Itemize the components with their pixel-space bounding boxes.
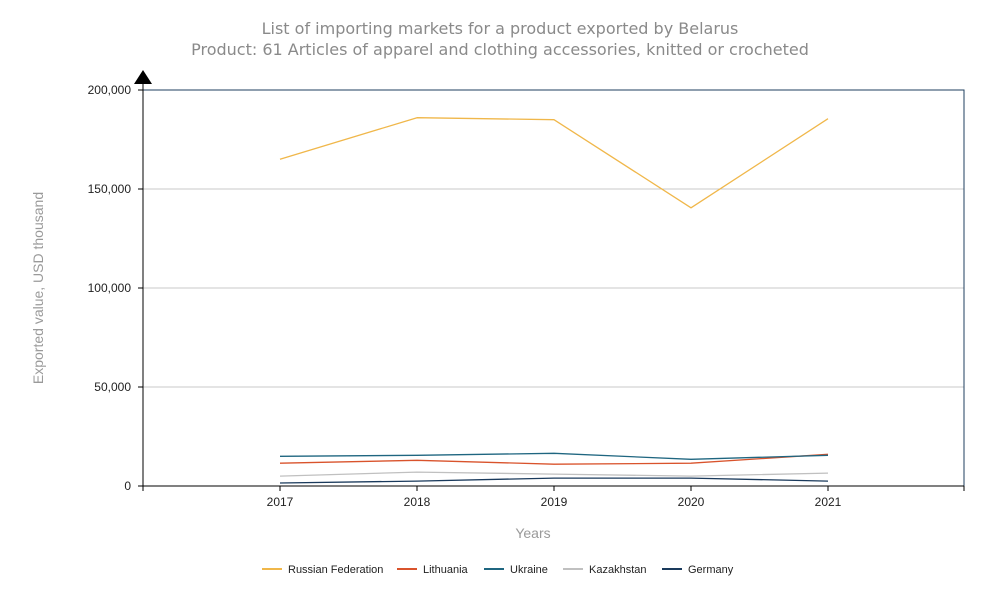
y-tick-label: 100,000 (88, 281, 132, 295)
series-line-lithuania (279, 453, 829, 465)
gridlines (143, 188, 964, 388)
x-axis-title: Years (515, 525, 550, 541)
x-tick-label: 2018 (404, 495, 431, 509)
y-tick-label: 0 (124, 479, 131, 493)
y-tick-label: 50,000 (94, 380, 131, 394)
y-axis: 0 50,000 100,000 150,000 200,000 (88, 83, 143, 493)
y-tick-label: 150,000 (88, 182, 132, 196)
chart-title: List of importing markets for a product … (262, 19, 739, 38)
x-tick-label: 2021 (815, 495, 842, 509)
chart-subtitle: Product: 61 Articles of apparel and clot… (191, 40, 809, 59)
x-tick-label: 2020 (678, 495, 705, 509)
legend-item: Germany (662, 564, 734, 576)
legend-item: Kazakhstan (563, 564, 646, 576)
series-lines (279, 117, 829, 484)
legend-item: Lithuania (397, 564, 469, 576)
y-axis-title: Exported value, USD thousand (30, 192, 46, 384)
legend-item: Russian Federation (262, 564, 383, 576)
legend: Russian Federation Lithuania Ukraine Kazakh… (262, 564, 734, 576)
series-line-russian-federation (279, 117, 829, 209)
x-tick-label: 2019 (541, 495, 568, 509)
series-line-germany (279, 477, 829, 484)
legend-label: Russian Federation (288, 564, 383, 576)
legend-label: Kazakhstan (589, 564, 646, 576)
legend-item: Ukraine (484, 564, 548, 576)
legend-label: Lithuania (423, 564, 469, 576)
x-tick-label: 2017 (267, 495, 294, 509)
legend-label: Ukraine (510, 564, 548, 576)
series-line-kazakhstan (279, 471, 829, 477)
x-axis: 2017 2018 2019 2020 2021 (142, 84, 965, 509)
series-line-ukraine (279, 452, 829, 460)
y-tick-label: 200,000 (88, 83, 132, 97)
legend-label: Germany (688, 564, 734, 576)
y-axis-arrow-icon (134, 70, 152, 84)
